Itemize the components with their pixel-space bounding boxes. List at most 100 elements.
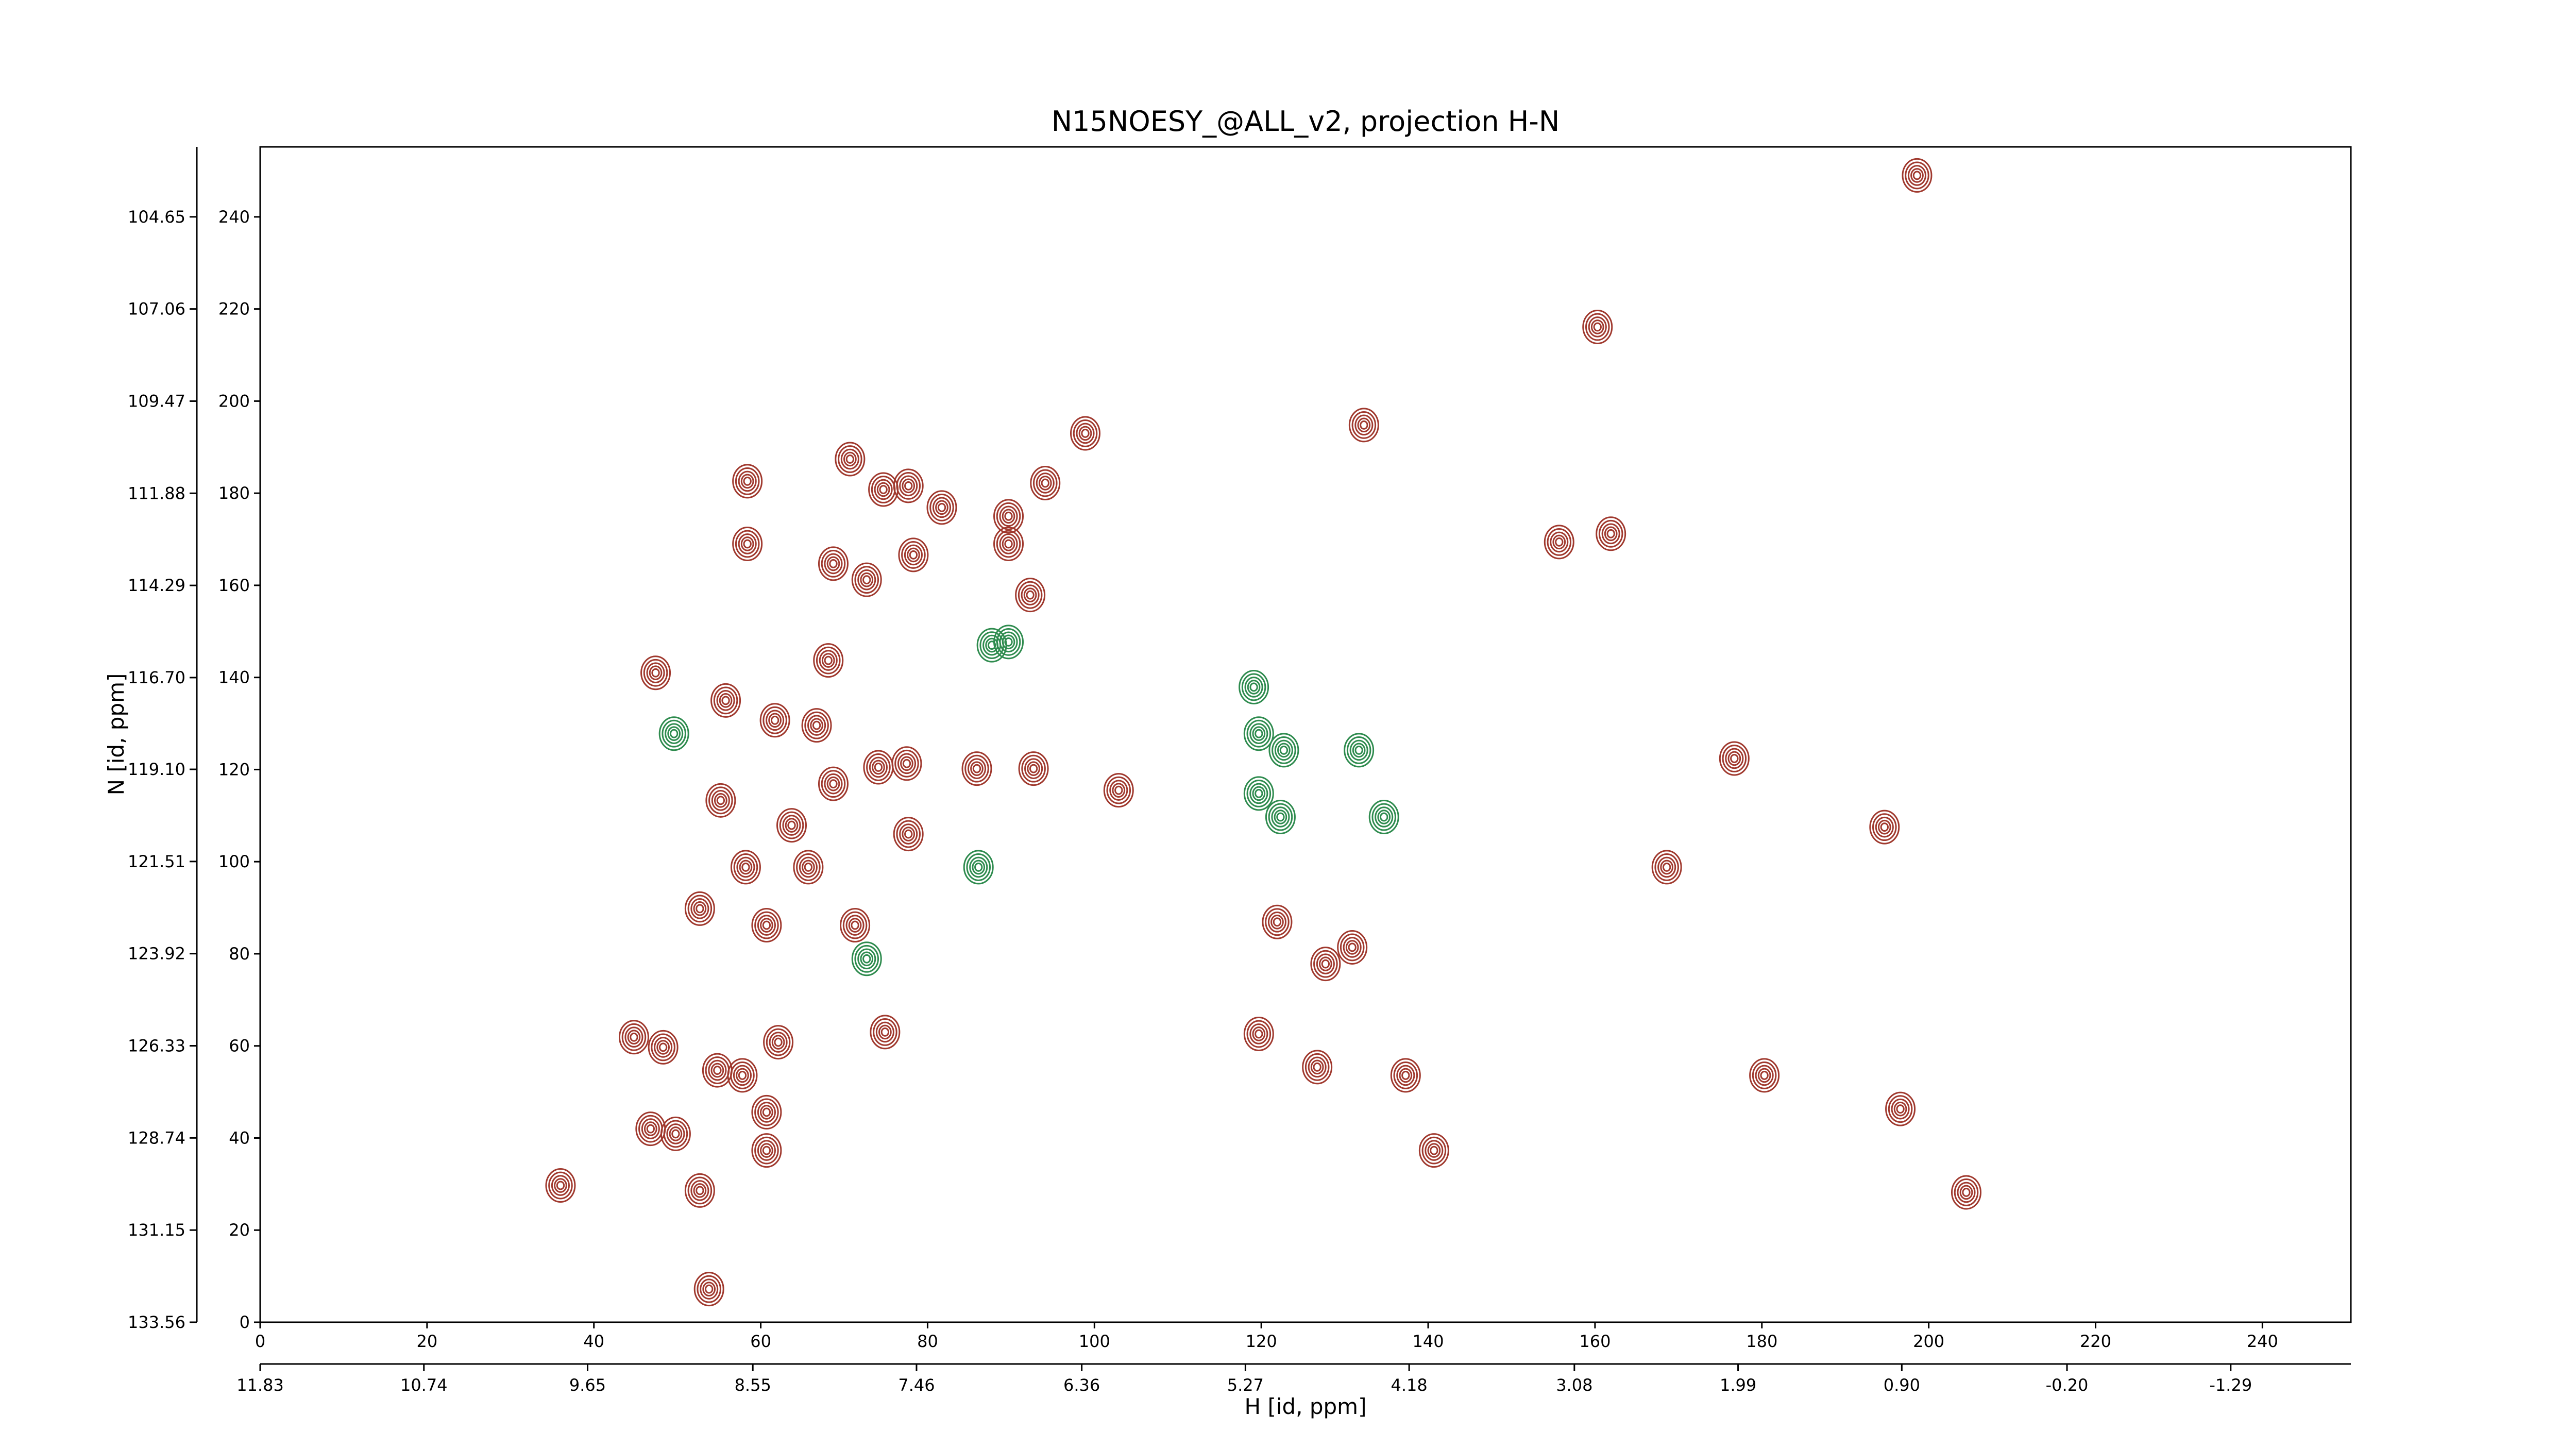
y-tick-label: 220 bbox=[218, 299, 250, 319]
peak bbox=[963, 850, 994, 885]
peak bbox=[1243, 1016, 1274, 1051]
y2-tick-label: 109.47 bbox=[128, 391, 185, 411]
x-tick-label: 60 bbox=[750, 1332, 771, 1351]
peak bbox=[818, 766, 849, 801]
y2-tick-label: 119.10 bbox=[128, 760, 185, 779]
peak bbox=[705, 783, 736, 818]
x-tick-label: 40 bbox=[583, 1332, 604, 1351]
x-tick-label: 180 bbox=[1746, 1332, 1777, 1351]
peak bbox=[840, 908, 871, 943]
peak bbox=[1018, 751, 1049, 786]
peak bbox=[1265, 799, 1296, 834]
y2-tick-label: 104.65 bbox=[128, 207, 185, 227]
y-tick-label: 0 bbox=[240, 1312, 250, 1332]
peak bbox=[1015, 578, 1046, 613]
peak bbox=[1749, 1058, 1780, 1093]
x-tick-label: 160 bbox=[1579, 1332, 1611, 1351]
peak bbox=[732, 464, 763, 499]
y2-tick-label: 133.56 bbox=[128, 1312, 185, 1332]
plot-frame bbox=[259, 146, 2352, 1323]
peak bbox=[693, 1272, 724, 1307]
peak bbox=[660, 1116, 691, 1151]
y-axis-label: N [id, ppm] bbox=[104, 673, 129, 796]
peak bbox=[993, 499, 1024, 534]
peak bbox=[863, 750, 894, 785]
peak bbox=[751, 1094, 782, 1130]
x2-tick-label: 10.74 bbox=[400, 1375, 448, 1395]
peak bbox=[976, 628, 1007, 663]
peak bbox=[1368, 799, 1399, 834]
peak bbox=[1268, 733, 1299, 768]
y-tick-label: 60 bbox=[229, 1036, 250, 1056]
peaks bbox=[545, 158, 1981, 1307]
peak bbox=[851, 941, 882, 976]
peak bbox=[658, 716, 689, 751]
peak bbox=[1262, 904, 1293, 939]
peak bbox=[1902, 158, 1933, 193]
peak bbox=[1344, 733, 1375, 768]
peak bbox=[1070, 416, 1101, 451]
peak bbox=[818, 546, 849, 581]
peak bbox=[993, 526, 1024, 561]
peak bbox=[868, 472, 899, 507]
x-tick-label: 120 bbox=[1246, 1332, 1277, 1351]
peak bbox=[751, 1133, 782, 1168]
peak bbox=[1348, 408, 1379, 443]
y-tick-label: 200 bbox=[218, 391, 250, 411]
peak bbox=[893, 468, 924, 503]
y-tick-label: 180 bbox=[218, 483, 250, 503]
y-tick-label: 160 bbox=[218, 576, 250, 595]
peak bbox=[1103, 773, 1134, 808]
y2-tick-label: 123.92 bbox=[128, 944, 185, 964]
peak bbox=[1243, 716, 1274, 751]
y-tick-label: 120 bbox=[218, 760, 250, 779]
y2-tick-label: 114.29 bbox=[128, 576, 185, 595]
peak bbox=[618, 1020, 649, 1055]
peak bbox=[1719, 741, 1750, 776]
peak bbox=[851, 562, 882, 597]
peak bbox=[702, 1053, 733, 1088]
peak bbox=[776, 808, 807, 843]
x-tick-label: 80 bbox=[917, 1332, 938, 1351]
x-tick-label: 20 bbox=[417, 1332, 438, 1351]
x-tick-label: 0 bbox=[255, 1332, 265, 1351]
peak bbox=[751, 908, 782, 943]
peak bbox=[793, 850, 824, 885]
chart-title: N15NOESY_@ALL_v2, projection H-N bbox=[1052, 105, 1560, 138]
peak bbox=[1310, 947, 1341, 982]
peak bbox=[1651, 850, 1682, 885]
peak bbox=[961, 751, 992, 786]
x-tick-label: 100 bbox=[1079, 1332, 1110, 1351]
y2-tick-label: 116.70 bbox=[128, 668, 185, 687]
y2-tick-label: 111.88 bbox=[128, 483, 185, 503]
y-tick-label: 140 bbox=[218, 668, 250, 687]
peak bbox=[1337, 930, 1368, 965]
peak bbox=[727, 1058, 758, 1093]
peak bbox=[891, 746, 922, 781]
peak bbox=[732, 526, 763, 561]
x2-tick-label: -1.29 bbox=[2209, 1375, 2252, 1395]
peak bbox=[926, 490, 957, 525]
peak bbox=[1582, 309, 1613, 344]
peak bbox=[898, 537, 929, 572]
x2-tick-label: 9.65 bbox=[569, 1375, 606, 1395]
peak bbox=[1239, 669, 1269, 704]
plot-area bbox=[259, 146, 2352, 1323]
x2-tick-label: 0.90 bbox=[1884, 1375, 1920, 1395]
y-tick-label: 40 bbox=[229, 1128, 250, 1148]
y2-tick-label: 131.15 bbox=[128, 1220, 185, 1240]
peak bbox=[1030, 465, 1061, 500]
peak bbox=[1869, 810, 1900, 845]
peak bbox=[763, 1025, 794, 1060]
x2-tick-label: 5.27 bbox=[1227, 1375, 1264, 1395]
y-tick-label: 240 bbox=[218, 207, 250, 227]
peak bbox=[1596, 516, 1626, 551]
peak bbox=[648, 1030, 679, 1065]
y-tick-label: 80 bbox=[229, 944, 250, 964]
peak bbox=[730, 850, 761, 885]
peak bbox=[710, 683, 741, 718]
peak bbox=[635, 1111, 666, 1147]
peak bbox=[684, 1173, 715, 1208]
y2-tick-label: 121.51 bbox=[128, 852, 185, 871]
